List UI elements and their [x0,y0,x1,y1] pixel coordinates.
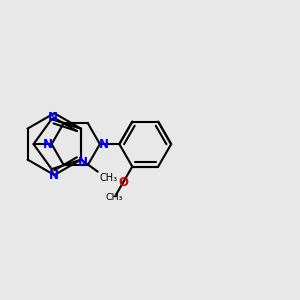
Text: N: N [78,156,88,169]
Text: O: O [118,176,128,189]
Text: N: N [43,138,53,151]
Text: N: N [48,111,58,124]
Text: CH₃: CH₃ [106,193,123,202]
Text: N: N [99,138,109,151]
Text: CH₃: CH₃ [99,173,117,183]
Text: N: N [49,169,59,182]
